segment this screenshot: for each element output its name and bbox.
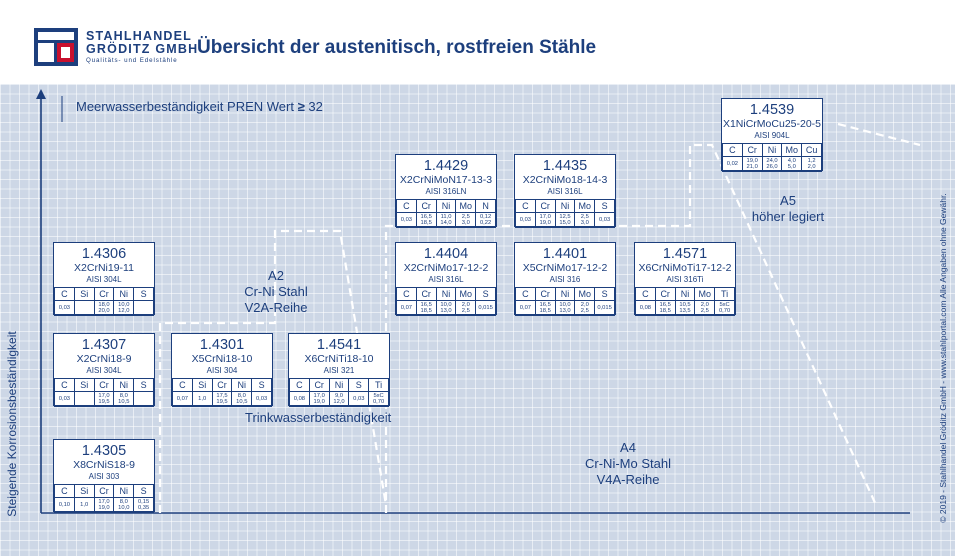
material-designation: X5CrNiMo17-12-2 xyxy=(522,262,608,274)
composition-table: C Si Cr Ni S 0,07 1,0 17,5 19,5 8,0 10,5 0,03 xyxy=(172,378,272,407)
aisi-code: AISI 304L xyxy=(86,275,122,284)
steel-card-1-4307: 1.4307 X2CrNi18-9 AISI 304L C Si Cr Ni S 0,0… xyxy=(53,333,155,407)
composition-table: C Si Cr Ni S 0,10 1,0 17,0 19,0 8,0 10,0 0,15 0,35 xyxy=(54,484,154,513)
group-a4-label: A4 Cr-Ni-Mo Stahl V4A-Reihe xyxy=(585,440,671,487)
material-designation: X6CrNiTi18-10 xyxy=(304,353,374,365)
steel-card-1-4539: 1.4539 X1NiCrMoCu25-20-5 AISI 904L C Cr Ni… xyxy=(721,98,823,172)
material-designation: X8CrNiS18-9 xyxy=(73,459,135,471)
composition-table: C Cr Ni Mo S 0,07 16,5 18,5 10,0 13,0 2,0 2,5 0,015 xyxy=(515,287,615,316)
steel-card-1-4306: 1.4306 X2CrNi19-11 AISI 304L C Si Cr Ni S 0,… xyxy=(53,242,155,316)
logo-tagline: Qualitäts- und Edelstähle xyxy=(86,57,178,64)
logo-name-line2: GRÖDITZ GMBH xyxy=(86,42,199,56)
steel-card-1-4301: 1.4301 X5CrNi18-10 AISI 304 C Si Cr Ni S 0,0… xyxy=(171,333,273,407)
steel-card-1-4571: 1.4571 X6CrNiMoTi17-12-2 AISI 316Ti C Cr N… xyxy=(634,242,736,316)
aisi-code: AISI 304L xyxy=(86,366,122,375)
group-a5-label: A5 höher legiert xyxy=(751,193,825,224)
material-number: 1.4307 xyxy=(81,337,127,353)
material-number: 1.4539 xyxy=(749,102,795,118)
logo-mark-icon xyxy=(34,28,78,66)
material-designation: X2CrNi18-9 xyxy=(76,353,132,365)
material-number: 1.4404 xyxy=(423,246,469,262)
material-number: 1.4401 xyxy=(542,246,588,262)
composition-table: C Cr Ni S Ti 0,08 17,0 19,0 9,0 12,0 0,03 5xC 0,70 xyxy=(289,378,389,407)
material-number: 1.4305 xyxy=(81,443,127,459)
aisi-code: AISI 316LN xyxy=(425,187,467,196)
material-number: 1.4301 xyxy=(199,337,245,353)
material-number: 1.4541 xyxy=(316,337,362,353)
a4-boundary xyxy=(384,143,878,513)
steel-card-1-4401: 1.4401 X5CrNiMo17-12-2 AISI 316 C Cr Ni Mo S… xyxy=(514,242,616,316)
material-designation: X2CrNiMoN17-13-3 xyxy=(399,174,493,186)
material-designation: X5CrNi18-10 xyxy=(191,353,253,365)
pren-label: Meerwasserbeständigkeit PREN Wert ≥ 32 xyxy=(76,99,323,114)
aisi-code: AISI 304 xyxy=(206,366,238,375)
copyright-note: © 2019 - Stahlhandel Gröditz GmbH - www.… xyxy=(938,193,948,523)
material-designation: X2CrNiMo18-14-3 xyxy=(522,174,608,186)
material-number: 1.4429 xyxy=(423,158,469,174)
composition-table: C Si Cr Ni S 0,03 17,0 19,5 8,0 10,5 xyxy=(54,378,154,407)
material-designation: X2CrNiMo17-12-2 xyxy=(403,262,489,274)
aisi-code: AISI 303 xyxy=(88,472,120,481)
material-number: 1.4435 xyxy=(542,158,588,174)
composition-table: C Cr Ni Mo S 0,07 16,5 18,5 10,0 13,0 2,0 2,5 0,015 xyxy=(396,287,496,316)
composition-table: C Si Cr Ni S 0,03 18,0 20,0 10,0 12,0 xyxy=(54,287,154,316)
material-designation: X1NiCrMoCu25-20-5 xyxy=(722,118,822,130)
steel-card-1-4429: 1.4429 X2CrNiMoN17-13-3 AISI 316LN C Cr Ni… xyxy=(395,154,497,228)
group-a2-label: A2 Cr-Ni Stahl V2A-Reihe xyxy=(244,268,308,315)
page-title: Übersicht der austenitisch, rostfreien S… xyxy=(197,37,597,58)
y-axis-label: Steigende Korrosionsbeständigkeit xyxy=(5,331,19,517)
a5-boundary xyxy=(837,122,921,147)
aisi-code: AISI 316 xyxy=(549,275,581,284)
aisi-code: AISI 316Ti xyxy=(666,275,704,284)
aisi-code: AISI 316L xyxy=(428,275,464,284)
logo-name-line1: STAHLHANDEL xyxy=(86,29,193,43)
steel-card-1-4541: 1.4541 X6CrNiTi18-10 AISI 321 C Cr Ni S Ti 0… xyxy=(288,333,390,407)
header: STAHLHANDEL GRÖDITZ GMBH Qualitäts- und … xyxy=(0,0,955,84)
composition-table: C Cr Ni Mo N 0,03 16,5 18,5 11,0 14,0 2,5 3,0 0,12 0… xyxy=(396,199,496,228)
aisi-code: AISI 321 xyxy=(323,366,355,375)
composition-table: C Cr Ni Mo Ti 0,08 16,5 18,5 10,5 13,5 2,0 2,5 5xC 0… xyxy=(635,287,735,316)
drinking-water-label: Trinkwasserbeständigkeit xyxy=(245,410,392,425)
composition-table: C Cr Ni Mo Cu 0,02 19,0 21,0 24,0 26,0 4,0 5,0 1,2 2… xyxy=(722,143,822,172)
material-designation: X2CrNi19-11 xyxy=(74,262,134,274)
steel-card-1-4435: 1.4435 X2CrNiMo18-14-3 AISI 316L C Cr Ni Mo… xyxy=(514,154,616,228)
aisi-code: AISI 904L xyxy=(754,131,790,140)
material-designation: X6CrNiMoTi17-12-2 xyxy=(638,262,732,274)
gte-symbol: ≥ xyxy=(297,99,305,114)
steel-card-1-4305: 1.4305 X8CrNiS18-9 AISI 303 C Si Cr Ni S 0,1… xyxy=(53,439,155,513)
material-number: 1.4571 xyxy=(662,246,708,262)
material-number: 1.4306 xyxy=(81,246,127,262)
steel-card-1-4404: 1.4404 X2CrNiMo17-12-2 AISI 316L C Cr Ni Mo… xyxy=(395,242,497,316)
pren-value: 32 xyxy=(308,99,323,114)
aisi-code: AISI 316L xyxy=(547,187,583,196)
drinking-water-boundary xyxy=(158,229,388,513)
composition-table: C Cr Ni Mo S 0,03 17,0 19,0 12,5 15,0 2,5 3,0 0,03 xyxy=(515,199,615,228)
